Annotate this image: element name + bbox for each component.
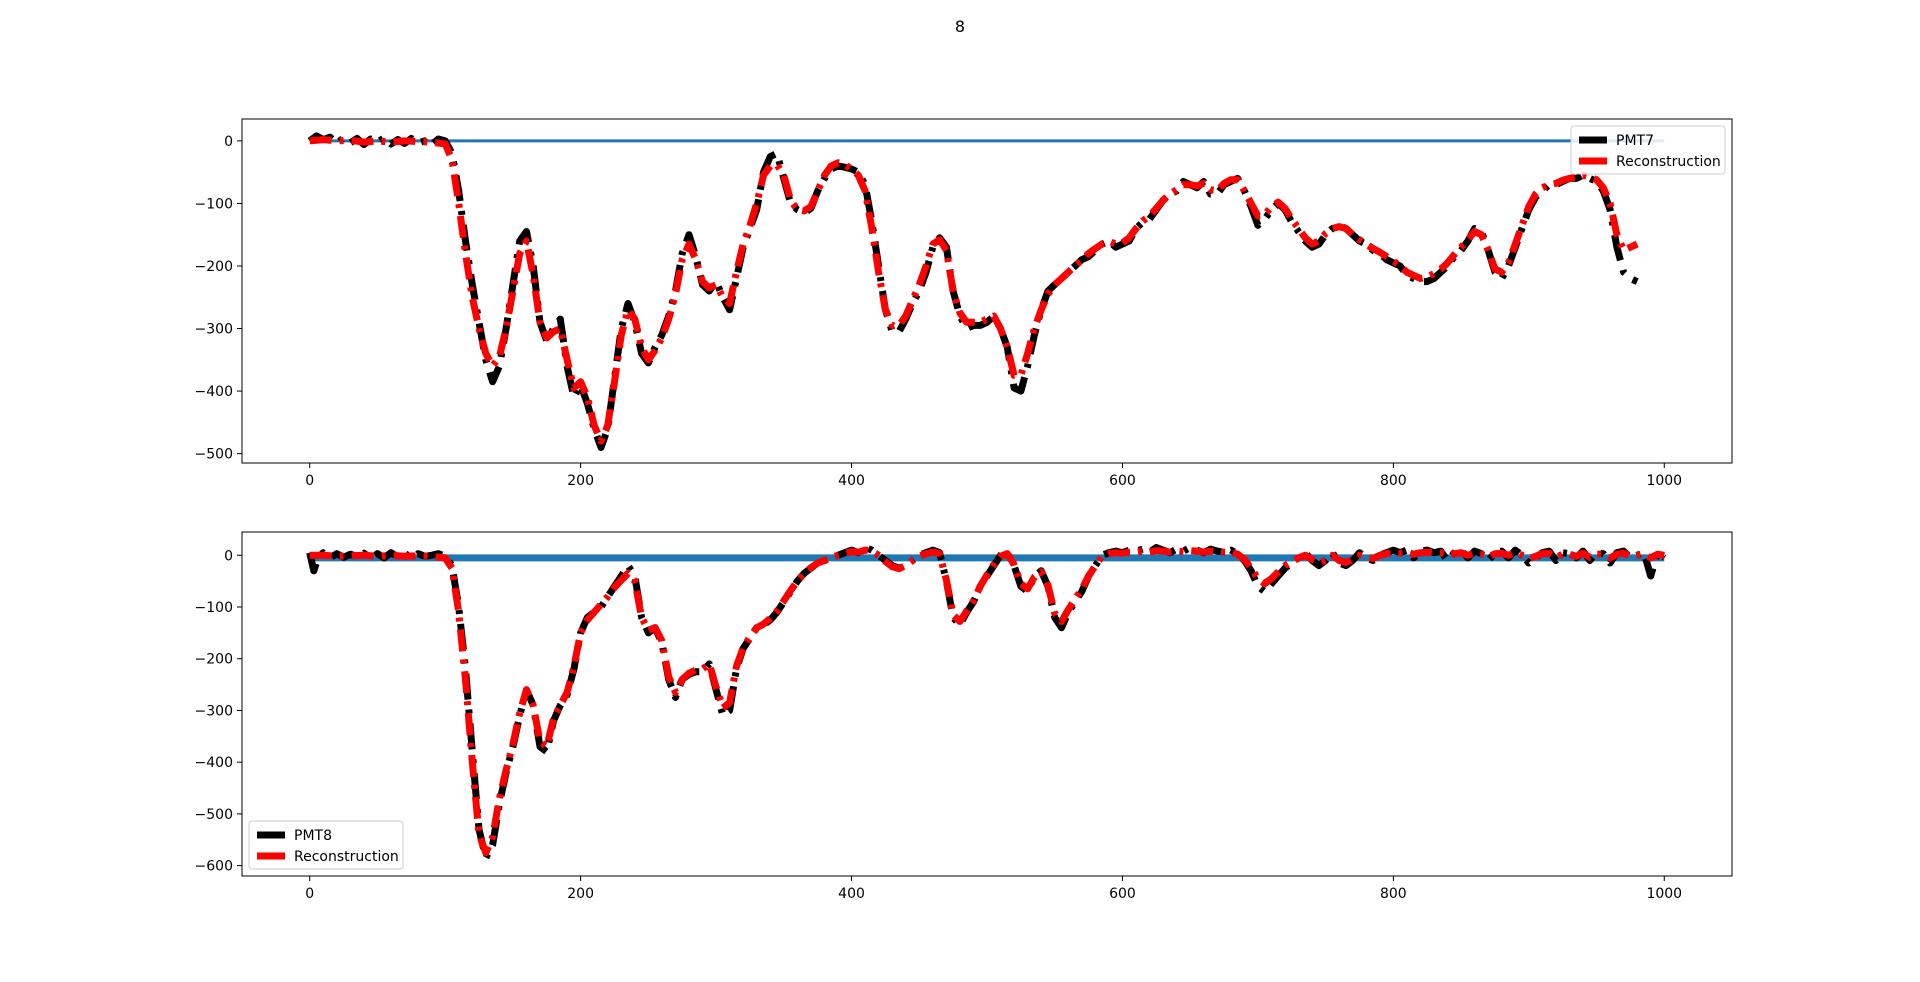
x-tick-label: 400 xyxy=(838,886,865,902)
legend-label-reconstruction: Reconstruction xyxy=(1616,154,1721,170)
axes-top-pmt7: 0 200 400 600 800 1000 0 −100 −200 −300 −400 −500 PM… xyxy=(195,118,1733,489)
axes-frame xyxy=(241,118,1733,464)
x-tick-label: 0 xyxy=(305,473,314,489)
y-tick-label: −500 xyxy=(195,807,233,823)
legend-box xyxy=(248,820,404,870)
y-tick-label: 0 xyxy=(224,134,233,150)
x-tick-label: 800 xyxy=(1380,473,1407,489)
x-tick-label: 600 xyxy=(1109,473,1136,489)
x-tick-label: 0 xyxy=(305,886,314,902)
plot-area xyxy=(306,544,1667,862)
series-line-reconstruction xyxy=(309,546,1665,857)
legend: PMT8 Reconstruction xyxy=(248,820,404,870)
legend-label-reconstruction: Reconstruction xyxy=(294,849,399,865)
legend-label-pmt8: PMT8 xyxy=(294,828,332,844)
y-tick-label: 0 xyxy=(224,548,233,564)
y-tick-label: −600 xyxy=(195,859,233,875)
y-tick-label: −300 xyxy=(195,322,233,338)
axes-frame xyxy=(241,531,1733,877)
x-tick-label: 1000 xyxy=(1646,473,1682,489)
x-tick-label: 1000 xyxy=(1646,886,1682,902)
legend-label-pmt7: PMT7 xyxy=(1616,133,1654,149)
series-line-pmt8 xyxy=(306,544,1667,862)
x-tick-label: 200 xyxy=(567,473,594,489)
axes-bottom-pmt8: 0 200 400 600 800 1000 0 −100 −200 −300 −400 −500 −6… xyxy=(195,531,1733,902)
x-tick-label: 200 xyxy=(567,886,594,902)
legend: PMT7 Reconstruction xyxy=(1570,125,1726,175)
y-tick-label: −200 xyxy=(195,652,233,668)
x-tick-label: 400 xyxy=(838,473,865,489)
x-tick-label: 600 xyxy=(1109,886,1136,902)
y-tick-label: −300 xyxy=(195,703,233,719)
y-tick-label: −500 xyxy=(195,447,233,463)
legend-box xyxy=(1570,125,1726,175)
x-tick-label: 800 xyxy=(1380,886,1407,902)
plot-area xyxy=(307,132,1665,451)
y-tick-label: −100 xyxy=(195,196,233,212)
y-tick-label: −100 xyxy=(195,600,233,616)
figure-suptitle: 8 xyxy=(955,17,965,36)
series-line-pmt7 xyxy=(307,132,1639,451)
y-tick-label: −400 xyxy=(195,384,233,400)
y-tick-label: −400 xyxy=(195,755,233,771)
y-tick-label: −200 xyxy=(195,259,233,275)
